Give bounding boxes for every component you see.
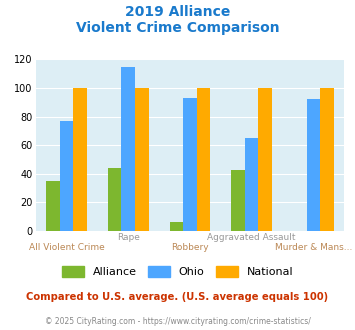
- Text: Murder & Mans...: Murder & Mans...: [275, 243, 352, 251]
- Bar: [231, 170, 245, 231]
- Text: © 2025 CityRating.com - https://www.cityrating.com/crime-statistics/: © 2025 CityRating.com - https://www.city…: [45, 317, 310, 326]
- Bar: [73, 88, 87, 231]
- Bar: [307, 99, 320, 231]
- Text: Compared to U.S. average. (U.S. average equals 100): Compared to U.S. average. (U.S. average …: [26, 292, 329, 302]
- Bar: [108, 168, 121, 231]
- Legend: Alliance, Ohio, National: Alliance, Ohio, National: [57, 261, 298, 281]
- Text: Rape: Rape: [117, 233, 140, 242]
- Text: Aggravated Assault: Aggravated Assault: [207, 233, 296, 242]
- Bar: [46, 181, 60, 231]
- Text: All Violent Crime: All Violent Crime: [28, 243, 104, 251]
- Bar: [60, 121, 73, 231]
- Bar: [183, 98, 197, 231]
- Text: 2019 Alliance: 2019 Alliance: [125, 5, 230, 19]
- Text: Robbery: Robbery: [171, 243, 209, 251]
- Bar: [121, 67, 135, 231]
- Bar: [197, 88, 210, 231]
- Bar: [170, 222, 183, 231]
- Bar: [258, 88, 272, 231]
- Bar: [245, 138, 258, 231]
- Text: Violent Crime Comparison: Violent Crime Comparison: [76, 21, 279, 35]
- Bar: [135, 88, 148, 231]
- Bar: [320, 88, 334, 231]
